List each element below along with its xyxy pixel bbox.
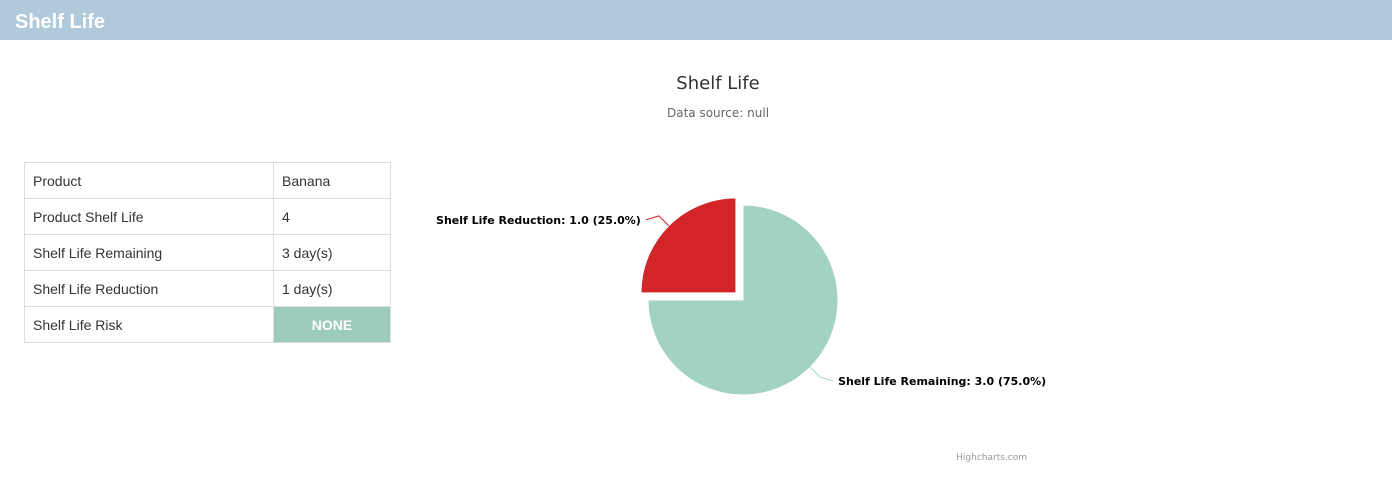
pie-chart: Shelf Life Data source: null Shelf Life …: [436, 73, 1046, 463]
table-row: Shelf Life Reduction 1 day(s): [24, 270, 391, 307]
label-connector: [645, 215, 670, 227]
table-row: Shelf Life Remaining 3 day(s): [24, 234, 391, 271]
row-value: 3 day(s): [273, 234, 391, 271]
risk-badge: NONE: [273, 306, 391, 343]
slice-data-label: Shelf Life Reduction: 1.0 (25.0%): [436, 214, 641, 227]
row-value: 1 day(s): [273, 270, 391, 307]
shelf-life-table: Product Banana Product Shelf Life 4 Shel…: [24, 162, 391, 343]
table-row: Shelf Life Risk NONE: [24, 306, 391, 343]
row-value: 4: [273, 198, 391, 235]
slice-data-label: Shelf Life Remaining: 3.0 (75.0%): [838, 375, 1046, 388]
row-label: Product Shelf Life: [24, 198, 274, 235]
page-title: Shelf Life: [15, 11, 106, 33]
table-row: Product Banana: [24, 162, 391, 199]
chart-title: Shelf Life: [676, 73, 759, 94]
pie-slices: [640, 197, 839, 396]
chart-subtitle: Data source: null: [667, 106, 769, 120]
table-row: Product Shelf Life 4: [24, 198, 391, 235]
row-label: Shelf Life Reduction: [24, 270, 274, 307]
row-label: Shelf Life Remaining: [24, 234, 274, 271]
header-bar: Shelf Life: [0, 0, 1392, 40]
chart-credits[interactable]: Highcharts.com: [956, 453, 1027, 463]
row-label: Shelf Life Risk: [24, 306, 274, 343]
label-connector: [809, 366, 834, 382]
row-value: Banana: [273, 162, 391, 199]
row-label: Product: [24, 162, 274, 199]
pie-slice[interactable]: [640, 197, 737, 294]
pie-labels: Shelf Life Remaining: 3.0 (75.0%) Shelf L…: [436, 214, 1046, 388]
